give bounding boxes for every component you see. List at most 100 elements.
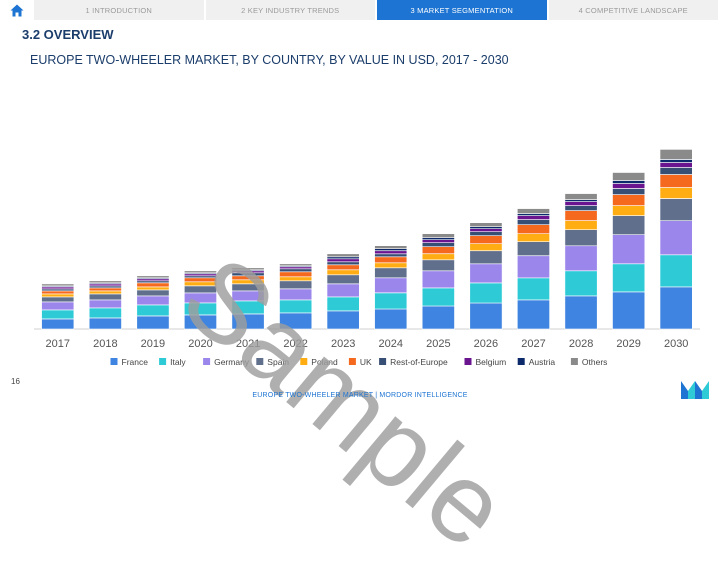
bar-segment-belgium-2029: [612, 183, 646, 189]
bar-segment-italy-2024: [374, 292, 408, 310]
mordor-logo-icon: [681, 381, 709, 399]
bar-segment-france-2021: [231, 313, 265, 330]
bar-segment-germany-2030: [659, 220, 693, 256]
legend-label: Italy: [170, 357, 186, 367]
bar-segment-poland-2024: [374, 262, 408, 269]
bar-segment-austria-2027: [516, 213, 550, 216]
x-tick-label: 2017: [46, 338, 70, 350]
top-navigation: 1 INTRODUCTION 2 KEY INDUSTRY TRENDS 3 M…: [0, 0, 720, 20]
bar-segment-others-2023: [326, 253, 360, 258]
tab-key-industry-trends[interactable]: 2 KEY INDUSTRY TRENDS: [205, 0, 375, 20]
bar-segment-rest-of-europe-2030: [659, 167, 693, 175]
legend-swatch: [256, 358, 264, 365]
x-tick-label: 2024: [379, 338, 403, 350]
bar-segment-poland-2028: [564, 220, 598, 230]
bar-segment-uk-2018: [88, 287, 122, 292]
bar-segment-others-2022: [279, 263, 313, 267]
bar-segment-france-2028: [564, 295, 598, 330]
bar-segment-spain-2027: [516, 241, 550, 256]
bar-segment-others-2030: [659, 149, 693, 160]
bar-segment-france-2025: [421, 305, 455, 330]
bar-segment-france-2030: [659, 286, 693, 330]
bar-segment-uk-2019: [136, 282, 170, 288]
bar-segment-spain-2019: [136, 289, 170, 297]
x-tick-label: 2029: [616, 338, 640, 350]
tab-market-segmentation[interactable]: 3 MARKET SEGMENTATION: [377, 0, 547, 20]
bar-segment-france-2017: [41, 318, 75, 330]
legend-swatch: [203, 358, 211, 365]
bar-segment-uk-2022: [279, 271, 313, 278]
bar-segment-germany-2028: [564, 245, 598, 272]
bar-segment-rest-of-europe-2025: [421, 242, 455, 247]
legend-label: France: [122, 357, 149, 367]
footer-text: EUROPE TWO-WHEELER MARKET | MORDOR INTEL…: [252, 392, 468, 399]
legend-item-poland: Poland: [300, 357, 338, 367]
legend-swatch: [464, 358, 472, 365]
bar-segment-france-2018: [88, 317, 122, 330]
bar-segment-italy-2023: [326, 296, 360, 312]
bar-segment-spain-2030: [659, 198, 693, 222]
legend-item-uk: UK: [348, 357, 372, 367]
bar-segment-uk-2021: [231, 275, 265, 281]
bar-segment-uk-2025: [421, 246, 455, 254]
bar-segment-uk-2023: [326, 264, 360, 271]
bar-segment-austria-2024: [374, 248, 408, 251]
bar-segment-spain-2024: [374, 267, 408, 279]
x-tick-label: 2023: [331, 338, 355, 350]
home-button[interactable]: [0, 0, 34, 20]
bar-segment-france-2020: [184, 314, 217, 330]
bar-segment-poland-2029: [612, 205, 646, 216]
stacked-bar-chart: 2017 2018 2019 2020 2021 2022 2023 2024 2025 2026…: [34, 149, 700, 367]
bar-segment-france-2023: [326, 310, 360, 330]
legend-label: Others: [582, 357, 608, 367]
bar-segment-austria-2028: [564, 199, 598, 202]
bar-segment-poland-2030: [659, 187, 693, 199]
bar-segment-rest-of-europe-2022: [279, 268, 313, 273]
legend-swatch: [300, 358, 308, 365]
legend-item-belgium: Belgium: [464, 357, 507, 367]
bar-segment-spain-2028: [564, 229, 598, 247]
bar-segment-rest-of-europe-2024: [374, 253, 408, 258]
bar-segment-uk-2020: [184, 277, 217, 283]
bar-segment-others-2025: [421, 233, 455, 238]
bar-segment-rest-of-europe-2028: [564, 205, 598, 211]
home-icon: [10, 4, 24, 16]
bar-segment-uk-2029: [612, 194, 646, 206]
bar-segment-belgium-2027: [516, 215, 550, 220]
legend-swatch: [348, 358, 356, 365]
tab-introduction[interactable]: 1 INTRODUCTION: [34, 0, 204, 20]
bar-segment-uk-2030: [659, 174, 693, 188]
bar-segment-italy-2028: [564, 270, 598, 297]
legend-swatch: [570, 358, 578, 365]
bar-segment-italy-2020: [184, 302, 217, 316]
bar-segment-poland-2027: [516, 233, 550, 242]
legend-label: Rest-of-Europe: [390, 357, 448, 367]
bar-segment-germany-2020: [184, 292, 217, 304]
bar-segment-spain-2026: [469, 250, 503, 265]
legend-label: Poland: [311, 357, 338, 367]
bar-segment-others-2027: [516, 208, 550, 214]
x-tick-label: 2019: [141, 338, 165, 350]
bar-segment-france-2024: [374, 308, 408, 330]
legend-item-france: France: [110, 357, 149, 367]
bar-segment-others-2021: [231, 267, 265, 271]
bar-segment-spain-2020: [184, 285, 217, 294]
bar-segment-poland-2026: [469, 243, 503, 251]
bar-segment-france-2029: [612, 291, 646, 330]
legend-item-italy: Italy: [159, 357, 186, 367]
bar-segment-germany-2019: [136, 295, 170, 306]
bar-segment-austria-2030: [659, 159, 693, 163]
bar-segment-belgium-2023: [326, 258, 360, 263]
section-tabs: 1 INTRODUCTION 2 KEY INDUSTRY TRENDS 3 M…: [34, 0, 720, 20]
legend-label: Belgium: [476, 357, 507, 367]
bar-segment-austria-2026: [469, 226, 503, 229]
legend-item-others: Others: [570, 357, 608, 367]
bar-segment-germany-2024: [374, 277, 408, 294]
bar-segment-rest-of-europe-2021: [231, 272, 265, 277]
bar-segment-rest-of-europe-2023: [326, 261, 360, 266]
bar-segment-spain-2017: [41, 296, 75, 303]
bar-segment-italy-2029: [612, 263, 646, 293]
legend-item-rest-of-europe: Rest-of-Europe: [379, 357, 448, 367]
bar-segment-others-2017: [41, 283, 75, 287]
tab-competitive-landscape[interactable]: 4 COMPETITIVE LANDSCAPE: [548, 0, 718, 20]
